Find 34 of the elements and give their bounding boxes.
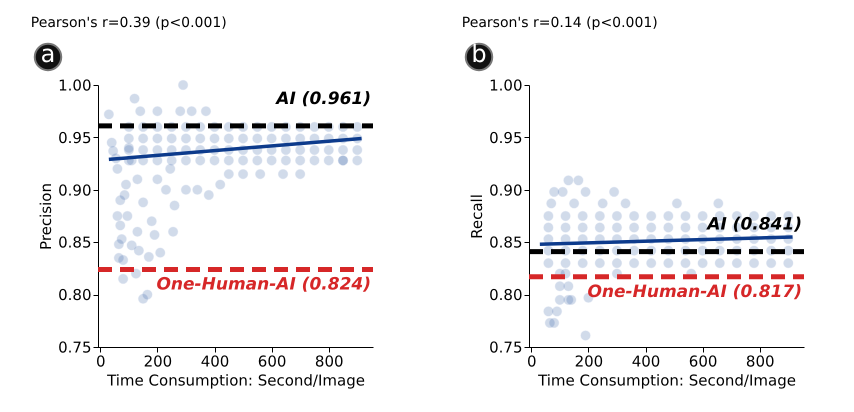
chart-title: Pearson's r=0.39 (p<0.001) xyxy=(30,14,227,31)
x-tick-label: 600 xyxy=(688,352,718,370)
x-tick-label: 200 xyxy=(574,352,604,370)
y-tick-label: 1.00 xyxy=(58,76,92,94)
x-tick-label: 400 xyxy=(632,352,660,370)
y-tick-label: 0.90 xyxy=(58,181,92,200)
y-tick-label: 0.80 xyxy=(489,286,522,304)
x-tick-label: 800 xyxy=(314,352,344,370)
x-tick-label: 200 xyxy=(144,352,172,370)
x-tick-label: 600 xyxy=(258,352,286,370)
y-tick-label: 0.95 xyxy=(489,128,522,147)
y-tick-label: 0.95 xyxy=(58,128,92,147)
y-tick-label: 0.90 xyxy=(489,181,522,200)
ref-line-label: One-Human-AI (0.824) xyxy=(156,274,371,294)
y-tick-label: 0.75 xyxy=(58,338,92,356)
text: b xyxy=(471,40,487,68)
text: a xyxy=(40,40,56,68)
x-axis-title: Time Consumption: Second/Image xyxy=(106,372,365,390)
x-axis-title: Time Consumption: Second/Image xyxy=(537,372,796,390)
y-tick-label: 0.75 xyxy=(489,338,522,356)
x-tick-label: 0 xyxy=(527,352,537,370)
x-tick-label: 800 xyxy=(746,352,775,370)
y-tick-label: 1.00 xyxy=(489,76,522,94)
x-tick-label: 400 xyxy=(200,352,230,370)
y-tick-label: 0.85 xyxy=(58,234,92,252)
y-tick-label: 0.85 xyxy=(489,234,522,252)
y-axis-title: Recall xyxy=(468,194,486,239)
ref-line-label: One-Human-AI (0.817) xyxy=(587,282,802,302)
chart-title: Pearson's r=0.14 (p<0.001) xyxy=(462,14,658,31)
ref-line-label: AI (0.841) xyxy=(705,214,802,235)
x-tick-label: 0 xyxy=(96,352,106,370)
ref-line-label: AI (0.961) xyxy=(274,88,371,109)
y-axis-title: Precision xyxy=(37,183,56,250)
y-tick-label: 0.80 xyxy=(58,286,92,304)
